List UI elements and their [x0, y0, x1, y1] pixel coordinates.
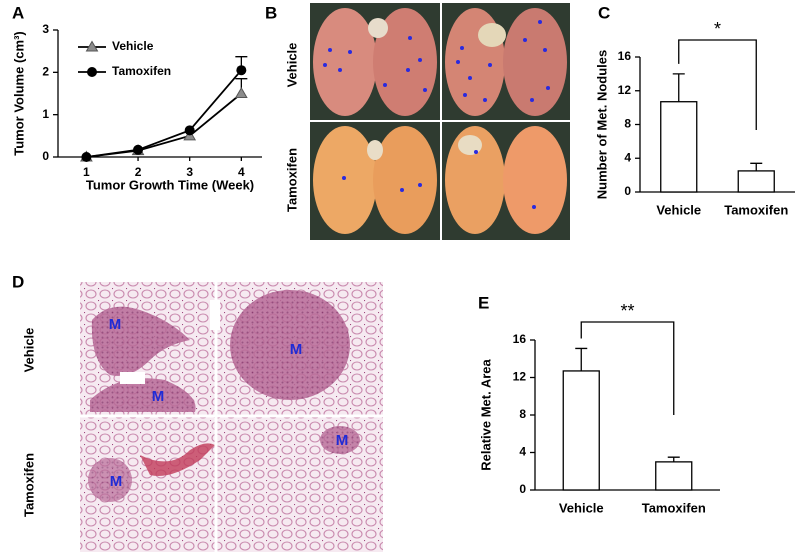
marker: [236, 65, 247, 76]
series-line: [86, 92, 242, 158]
error-bar: [672, 73, 685, 102]
y-tick-label: 0: [42, 149, 49, 163]
panel-label: B: [265, 3, 277, 22]
panel-label: D: [12, 272, 24, 291]
marker: [81, 152, 92, 162]
x-tick-label: Tamoxifen: [642, 500, 706, 515]
y-axis-label: Tumor Volume (cm³): [11, 31, 26, 155]
y-tick-label: 16: [513, 332, 527, 346]
y-tick-label: 4: [519, 445, 526, 459]
y-tick-label: 16: [618, 49, 632, 63]
significance-bracket: [678, 39, 757, 130]
row-label: Vehicle: [21, 328, 36, 373]
bar: [562, 370, 600, 491]
row-label: Tamoxifen: [284, 148, 299, 212]
significance-label: **: [620, 301, 634, 321]
bar: [655, 461, 693, 491]
x-tick-label: 2: [135, 165, 142, 179]
legend-label: Tamoxifen: [112, 64, 171, 78]
legend-label: Vehicle: [112, 39, 154, 53]
y-tick-label: 8: [519, 407, 526, 421]
significance-label: *: [714, 19, 721, 39]
lung-images: [310, 3, 570, 240]
error-bar: [667, 456, 680, 462]
error-bar: [750, 162, 763, 171]
y-tick-label: 3: [42, 22, 49, 36]
panel-label: A: [12, 3, 24, 22]
y-tick-label: 12: [513, 370, 527, 384]
y-tick-label: 0: [519, 482, 526, 496]
histology-images: [80, 282, 383, 552]
bar: [660, 101, 698, 193]
y-tick-label: 4: [624, 150, 631, 164]
x-tick-label: Tamoxifen: [724, 202, 788, 217]
y-tick-label: 8: [624, 117, 631, 131]
y-axis-label: Number of Met. Nodules: [594, 50, 609, 200]
y-tick-label: 2: [42, 65, 49, 79]
legend-marker: [87, 67, 97, 77]
series-line: [86, 69, 243, 158]
significance-bracket: [580, 321, 675, 415]
y-axis-label: Relative Met. Area: [478, 358, 493, 470]
row-label: Vehicle: [284, 43, 299, 88]
y-tick-label: 0: [624, 184, 631, 198]
region-label: M: [110, 473, 123, 490]
x-tick-label: 3: [186, 165, 193, 179]
region-label: M: [336, 432, 349, 449]
row-label: Tamoxifen: [21, 453, 36, 517]
x-tick-label: Vehicle: [656, 202, 701, 217]
panel-label: E: [478, 293, 489, 312]
panel-label: C: [598, 3, 610, 22]
marker: [234, 87, 248, 98]
x-tick-label: Vehicle: [559, 500, 604, 515]
x-tick-label: 4: [238, 165, 245, 179]
marker: [184, 125, 195, 136]
legend-marker: [85, 40, 99, 52]
bar: [737, 170, 775, 193]
error-bar: [575, 347, 588, 371]
y-tick-label: 1: [42, 107, 49, 121]
region-label: M: [109, 316, 122, 333]
y-tick-label: 12: [618, 83, 632, 97]
region-label: M: [152, 388, 165, 405]
region-label: M: [290, 341, 303, 358]
x-axis-label: Tumor Growth Time (Week): [86, 177, 254, 192]
marker: [133, 144, 144, 155]
x-tick-label: 1: [83, 165, 90, 179]
